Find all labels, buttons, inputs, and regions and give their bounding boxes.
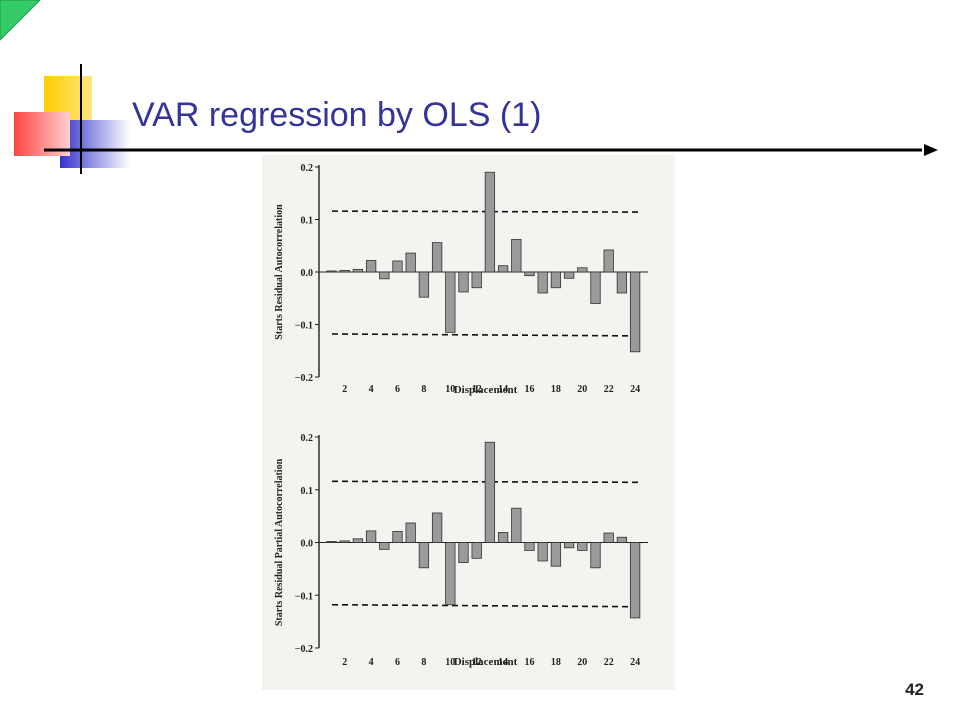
- chart1-bar-lag-19: [563, 271, 575, 279]
- chart1-y-tick-label: −0.1: [295, 321, 313, 332]
- chart2-bar-lag-10: [445, 542, 456, 606]
- chart2-y-tick-label: 0.1: [301, 486, 314, 497]
- chart2-bar-lag-20: [577, 542, 588, 551]
- chart2-y-tick-label: 0.0: [301, 539, 314, 550]
- chart2-bar-lag-1: [326, 541, 337, 543]
- chart2-bar-lag-4: [365, 530, 377, 543]
- chart1-x-axis-label: Displacement: [454, 384, 518, 396]
- chart1-bar-lag-15: [511, 239, 522, 273]
- chart2-y-tick-label: −0.1: [295, 591, 313, 602]
- chart1-bar-lag-2: [339, 270, 350, 273]
- chart2-x-tick-label: 14: [498, 657, 508, 668]
- chart1-bar-lag-3: [352, 268, 364, 273]
- chart1-x-tick-label: 10: [445, 384, 455, 395]
- chart1-bar-lag-14: [497, 265, 509, 273]
- chart1-x-tick-label: 8: [421, 384, 426, 395]
- chart2-x-tick-label: 18: [551, 657, 561, 668]
- chart1-x-tick-label: 16: [525, 384, 535, 395]
- chart2-bar-lag-8: [418, 542, 430, 569]
- chart1-bar-lag-12: [471, 271, 482, 289]
- chart2-x-tick-label: 2: [342, 657, 347, 668]
- chart1-bar-lag-9: [431, 242, 443, 273]
- chart1-y-tick-label: 0.2: [301, 163, 314, 174]
- chart2-x-tick-label: 22: [604, 657, 614, 668]
- chart2-bar-lag-17: [537, 542, 548, 562]
- chart2-bar-lag-6: [392, 531, 403, 543]
- chart1-bar-lag-16: [524, 271, 535, 277]
- chart-image-panel: 0.2 0.1 0.0 −0.1 −0.2 2 4 6 8 10 12 14 16 18 20 22 24 Dis…: [262, 155, 675, 690]
- chart2-bar-lag-3: [352, 538, 364, 543]
- chart1-y-tick-label: −0.2: [295, 373, 313, 384]
- chart1-x-tick-label: 22: [604, 384, 614, 395]
- chart1-bar-lag-1: [326, 270, 337, 273]
- chart2-bar-lag-2: [339, 540, 350, 543]
- chart1-bar-lag-5: [379, 271, 390, 280]
- chart2-x-tick-label: 16: [525, 657, 535, 668]
- chart1-x-tick-label: 24: [630, 384, 640, 395]
- chart2-x-tick-label: 20: [577, 657, 587, 668]
- chart1-x-tick-label: 18: [551, 384, 561, 395]
- chart2-bar-lag-14: [497, 532, 509, 543]
- chart2-bar-lag-9: [431, 512, 443, 543]
- chart2-bar-lag-13: [484, 441, 496, 543]
- chart2-bar-lag-7: [405, 522, 416, 543]
- chart1-x-tick-label: 6: [395, 384, 400, 395]
- chart2-y-axis-label: Starts Residual Partial Autocorrelation: [274, 458, 285, 626]
- chart1-y-tick-label: 0.1: [301, 216, 314, 227]
- corner-triangle-decoration: [0, 0, 46, 46]
- chart1-y-tick-label: 0.0: [301, 268, 314, 279]
- chart1-x-tick-label: 2: [342, 384, 347, 395]
- chart1-x-tick-label: 4: [369, 384, 374, 395]
- chart1-bar-lag-8: [418, 271, 430, 298]
- chart2-y-tick-label: −0.2: [295, 644, 313, 655]
- chart2-x-tick-label: 12: [472, 657, 482, 668]
- chart1-bar-lag-21: [590, 271, 601, 304]
- title-underline-arrow: [44, 144, 938, 156]
- chart1-x-tick-label: 20: [577, 384, 587, 395]
- chart2-bar-lag-23: [616, 536, 628, 543]
- chart1-y-axis-label: Starts Residual Autocorrelation: [274, 204, 285, 340]
- slide-title: VAR regression by OLS (1): [132, 96, 542, 134]
- chart1-bar-lag-4: [365, 260, 377, 273]
- chart1-bar-lag-17: [537, 271, 548, 294]
- chart2-x-tick-label: 10: [445, 657, 455, 668]
- chart2-bar-lag-12: [471, 542, 482, 559]
- chart2-y-tick-label: 0.2: [301, 433, 314, 444]
- chart1-bar-lag-22: [603, 249, 614, 273]
- chart1-bar-lag-10: [445, 271, 456, 333]
- chart2-bar-lag-18: [550, 542, 562, 567]
- chart1-x-tick-label: 12: [472, 384, 482, 395]
- chart1-x-tick-label: 14: [498, 384, 508, 395]
- chart2-x-axis-label: Displacement: [454, 656, 518, 668]
- chart1-bar-lag-13: [484, 171, 496, 273]
- chart2-confidence-band-lower: [331, 603, 643, 608]
- page-number: 42: [905, 680, 924, 699]
- chart1-bar-lag-24: [629, 271, 641, 353]
- chart1-confidence-band-lower: [331, 333, 643, 337]
- chart2-bar-lag-11: [458, 542, 469, 563]
- chart1-bar-lag-6: [392, 260, 403, 273]
- chart1-bar-lag-7: [405, 252, 416, 273]
- chart2-x-tick-label: 8: [421, 657, 426, 668]
- chart2-bar-lag-19: [563, 542, 575, 549]
- title-decoration: [14, 64, 130, 174]
- chart1-bar-lag-20: [577, 267, 588, 273]
- chart1-bar-lag-23: [616, 271, 628, 294]
- chart2-bar-lag-16: [524, 542, 535, 551]
- chart2-x-tick-label: 6: [395, 657, 400, 668]
- chart1-bar-lag-18: [550, 271, 562, 289]
- chart2-bar-lag-15: [511, 507, 522, 543]
- deco-blue-square: [60, 120, 130, 168]
- chart2-x-tick-label: 4: [369, 657, 374, 668]
- chart1-bar-lag-11: [458, 271, 469, 293]
- chart2-bar-lag-5: [379, 542, 390, 550]
- chart2-bar-lag-21: [590, 542, 601, 569]
- chart2-x-tick-label: 24: [630, 657, 640, 668]
- chart2-bar-lag-24: [629, 542, 641, 619]
- chart2-bar-lag-22: [603, 532, 614, 543]
- correlogram-charts: 0.20.10.0−0.1−0.22 4 6 8 10 12 14 16 18 20 22 24Dis…: [274, 163, 648, 668]
